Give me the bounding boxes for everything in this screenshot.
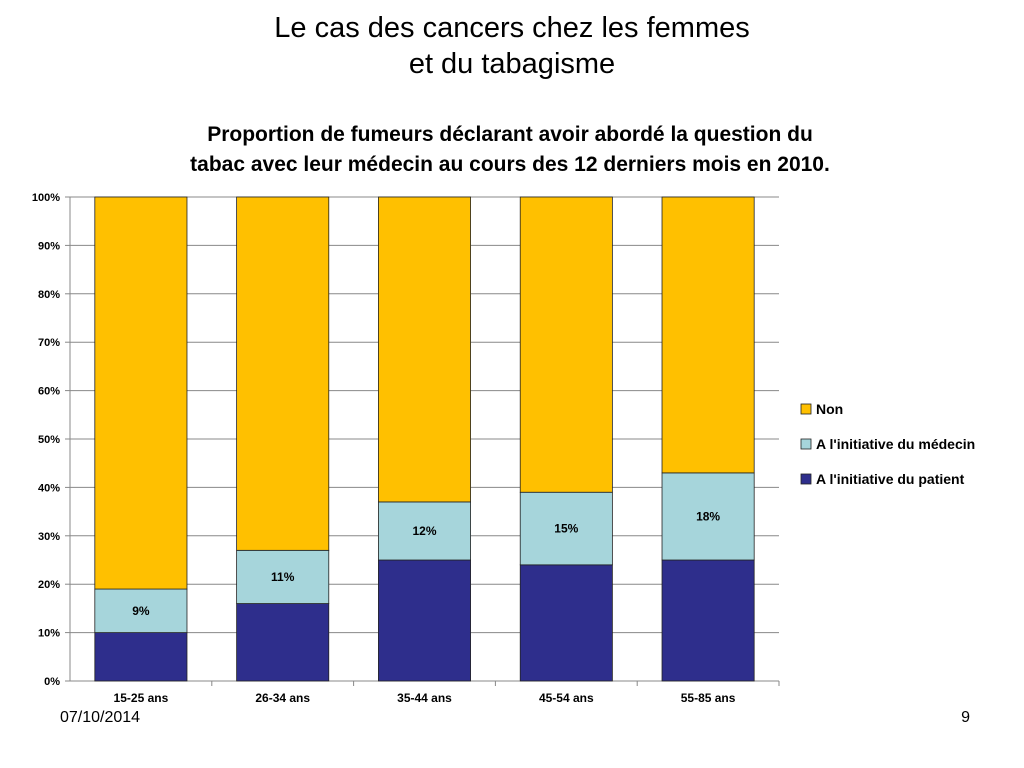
x-tick-label: 15-25 ans [114,691,169,705]
data-label: 18% [696,509,720,523]
bar-segment [236,549,330,604]
bar-segment [378,559,471,682]
x-tick-label: 26-34 ans [255,691,310,705]
bar-segment [94,196,188,590]
legend-label: Non [816,401,843,417]
bar-segment [94,588,188,633]
chart-title-line1: Proportion de fumeurs déclarant avoir ab… [207,123,813,146]
legend-label: A l'initiative du médecin [816,436,975,452]
legend-label: A l'initiative du patient [816,471,965,487]
y-tick-label: 100% [32,192,60,204]
y-tick-label: 20% [38,579,60,591]
data-label: 12% [412,524,436,538]
slide-title: Le cas des cancers chez les femmes et du… [0,10,1024,82]
bar-segment [519,196,613,493]
data-label: 15% [554,522,578,536]
bar-segment [519,564,613,682]
footer-date: 07/10/2014 [60,709,141,726]
y-tick-label: 60% [38,386,60,398]
x-tick-label: 35-44 ans [397,691,452,705]
bar-segment [661,196,755,474]
legend-swatch [800,403,812,415]
y-tick-label: 70% [38,337,60,349]
bar-segment [236,196,330,551]
y-tick-label: 10% [38,628,60,640]
page-number: 9 [961,709,970,726]
data-label: 11% [271,570,295,584]
y-tick-label: 30% [38,531,60,543]
y-tick-label: 90% [38,240,60,252]
bar-segment [378,501,471,561]
y-tick-label: 80% [38,289,60,301]
legend-swatch [800,438,812,450]
chart-title-line2: tabac avec leur médecin au cours des 12 … [190,153,830,176]
x-tick-label: 55-85 ans [681,691,736,705]
slide-title-line2: et du tabagisme [408,48,616,80]
data-label: 9% [132,604,150,618]
y-tick-label: 50% [38,434,60,446]
chart-title: Proportion de fumeurs déclarant avoir ab… [60,120,960,180]
y-tick-label: 0% [44,676,60,688]
bar-segment [94,632,188,682]
x-tick-label: 45-54 ans [539,691,594,705]
slide-title-line1: Le cas des cancers chez les femmes [274,12,750,44]
y-tick-label: 40% [38,482,60,494]
legend-swatch [800,473,812,485]
bar-segment [378,196,471,503]
bar-segment [661,559,755,682]
bar-segment [661,472,755,561]
bar-segment [236,603,330,682]
